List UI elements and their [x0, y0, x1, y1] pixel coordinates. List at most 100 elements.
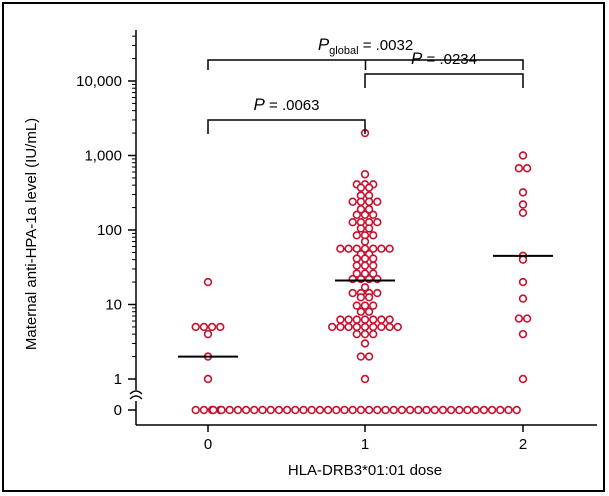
data-point	[377, 322, 386, 332]
data-point	[315, 405, 325, 415]
data-point	[369, 329, 378, 339]
data-point	[299, 405, 308, 415]
data-point	[352, 231, 361, 240]
data-point	[352, 261, 361, 270]
data-point	[377, 315, 386, 324]
data-point	[455, 405, 464, 415]
data-point	[225, 405, 234, 415]
data-point	[356, 183, 366, 192]
data-point	[373, 405, 382, 415]
data-point	[336, 244, 345, 253]
data-point	[360, 315, 370, 324]
data-point	[352, 254, 361, 263]
data-point	[352, 269, 361, 278]
data-point	[397, 405, 407, 415]
data-point	[518, 200, 528, 209]
data-point	[356, 405, 366, 415]
data-point	[216, 322, 225, 332]
data-point	[364, 293, 374, 302]
data-point	[336, 322, 345, 332]
data-point	[364, 205, 374, 214]
data-point	[518, 277, 528, 287]
data-point	[438, 405, 448, 415]
x-tick-label: 1	[361, 436, 369, 453]
data-point	[373, 288, 382, 298]
data-point	[518, 208, 528, 218]
data-point	[199, 322, 209, 332]
data-point	[360, 322, 370, 332]
data-point	[360, 283, 370, 292]
data-point	[369, 231, 378, 240]
data-point	[250, 405, 259, 415]
data-point	[369, 254, 378, 263]
data-point	[344, 322, 353, 332]
data-point	[356, 197, 366, 206]
data-point	[356, 307, 366, 316]
data-point	[364, 307, 374, 316]
data-point	[518, 294, 528, 303]
axis-break-mark	[129, 390, 143, 400]
x-axis-title: HLA-DRB3*01:01 dose	[288, 462, 442, 479]
y-axis-title: Maternal anti-HPA-1a level (IU/mL)	[23, 118, 40, 350]
data-point	[340, 405, 349, 415]
y-tick-label: 1	[114, 371, 122, 388]
data-point	[405, 405, 415, 415]
data-point	[203, 329, 213, 339]
data-point	[344, 315, 353, 324]
data-point	[360, 374, 370, 384]
bracket	[364, 73, 524, 88]
data-point	[518, 151, 528, 160]
data-point	[377, 244, 386, 253]
data-point	[352, 322, 361, 332]
p-value-label: Pglobal = .0032	[318, 35, 413, 57]
bracket	[207, 119, 366, 134]
data-point	[217, 405, 226, 415]
data-point	[446, 405, 456, 415]
data-point	[274, 405, 284, 415]
data-point	[209, 405, 218, 415]
data-point	[348, 288, 357, 298]
data-point	[352, 210, 361, 220]
data-point	[373, 218, 382, 227]
data-point	[328, 322, 337, 332]
data-point	[348, 218, 357, 227]
data-point	[414, 405, 423, 415]
data-point	[348, 405, 357, 415]
data-point	[336, 315, 345, 324]
data-point	[369, 301, 378, 310]
data-points	[191, 128, 532, 415]
data-point	[360, 269, 370, 278]
data-point	[207, 322, 217, 332]
data-point	[364, 405, 374, 415]
data-point	[369, 322, 378, 332]
data-point	[356, 293, 366, 302]
data-point	[496, 405, 505, 415]
data-point	[381, 405, 390, 415]
data-point	[360, 329, 370, 339]
data-point	[352, 301, 361, 310]
data-point	[291, 405, 300, 415]
data-point	[191, 405, 200, 415]
data-point	[360, 339, 370, 348]
data-point	[389, 405, 398, 415]
data-point	[352, 244, 361, 253]
data-point	[360, 210, 370, 220]
data-point	[307, 405, 316, 415]
data-point	[203, 277, 213, 287]
data-point	[191, 322, 200, 332]
data-point	[203, 374, 213, 384]
data-point	[364, 224, 374, 233]
data-point	[364, 197, 374, 206]
data-point	[266, 405, 275, 415]
y-tick-label: 0	[114, 402, 122, 419]
data-point	[360, 244, 370, 253]
x-tick-label: 2	[519, 436, 527, 453]
data-point	[518, 255, 528, 264]
data-point	[360, 237, 370, 246]
data-point	[241, 405, 251, 415]
y-tick-label: 100	[97, 222, 122, 239]
data-point	[512, 405, 521, 415]
data-point	[282, 405, 292, 415]
data-point	[518, 329, 528, 339]
